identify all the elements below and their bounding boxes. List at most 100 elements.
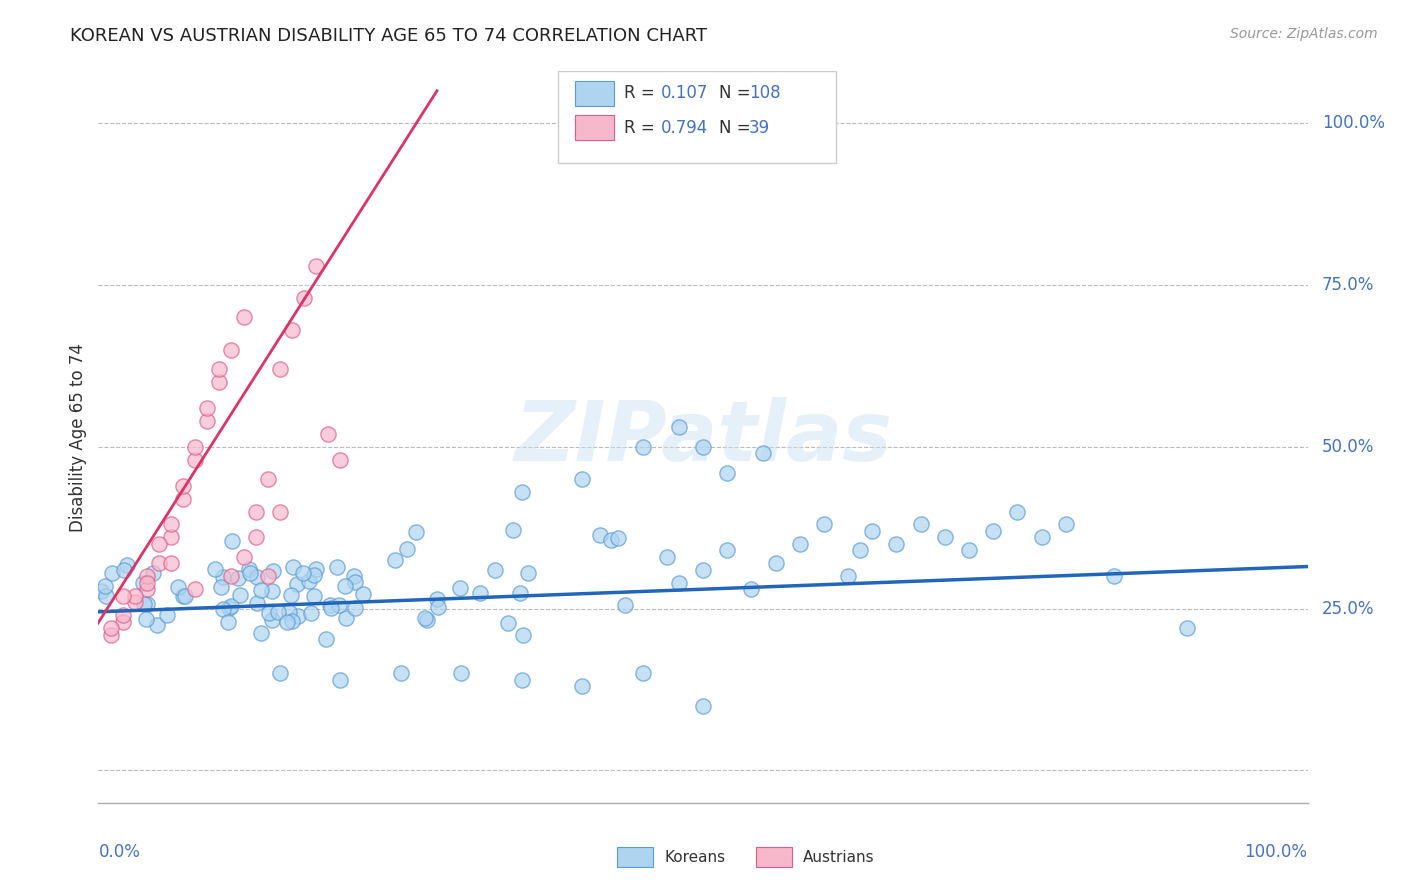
- Point: [343, 600, 366, 615]
- Point: [292, 291, 315, 305]
- FancyBboxPatch shape: [617, 847, 654, 867]
- Point: [740, 582, 762, 597]
- Point: [218, 600, 240, 615]
- Point: [245, 504, 267, 518]
- Point: [115, 558, 138, 572]
- Point: [276, 615, 298, 630]
- Point: [101, 566, 124, 580]
- Point: [232, 310, 254, 325]
- Point: [655, 549, 678, 564]
- Point: [512, 628, 534, 642]
- Point: [285, 576, 308, 591]
- Text: R =: R =: [624, 119, 655, 136]
- Point: [600, 533, 623, 547]
- Point: [94, 579, 117, 593]
- Point: [184, 582, 207, 597]
- Point: [135, 575, 157, 590]
- Point: [132, 597, 155, 611]
- Point: [886, 537, 908, 551]
- Point: [239, 566, 262, 580]
- Point: [335, 611, 357, 625]
- Point: [765, 557, 787, 571]
- Point: [413, 611, 436, 625]
- Point: [160, 557, 183, 571]
- Point: [256, 569, 278, 583]
- Point: [692, 563, 714, 577]
- Point: [208, 375, 231, 389]
- Point: [195, 401, 218, 415]
- Point: [692, 698, 714, 713]
- Text: 0.0%: 0.0%: [98, 843, 141, 861]
- Point: [1175, 621, 1198, 635]
- Point: [315, 632, 337, 647]
- Point: [184, 452, 207, 467]
- Text: 100.0%: 100.0%: [1322, 114, 1385, 132]
- Point: [606, 531, 628, 545]
- Point: [1007, 504, 1029, 518]
- Point: [221, 534, 243, 549]
- Point: [246, 570, 269, 584]
- Point: [156, 608, 179, 623]
- Point: [112, 563, 135, 577]
- Point: [395, 541, 418, 556]
- FancyBboxPatch shape: [575, 80, 613, 106]
- Point: [1054, 517, 1077, 532]
- Point: [209, 581, 232, 595]
- Point: [321, 601, 343, 615]
- Text: R =: R =: [624, 85, 655, 103]
- Point: [302, 589, 325, 603]
- Point: [246, 596, 269, 610]
- Point: [837, 569, 859, 583]
- Point: [111, 589, 134, 603]
- Point: [344, 574, 367, 589]
- Point: [217, 615, 239, 629]
- Point: [221, 569, 243, 583]
- Point: [692, 440, 714, 454]
- Point: [135, 569, 157, 583]
- Point: [517, 566, 540, 581]
- Point: [132, 576, 155, 591]
- Point: [319, 599, 342, 613]
- Text: Austrians: Austrians: [803, 850, 875, 865]
- Point: [269, 666, 291, 681]
- Point: [299, 607, 322, 621]
- Point: [415, 613, 437, 627]
- Point: [184, 440, 207, 454]
- Text: 50.0%: 50.0%: [1322, 438, 1375, 456]
- Point: [136, 597, 159, 611]
- Point: [510, 673, 533, 687]
- Point: [221, 599, 243, 614]
- Point: [135, 582, 157, 597]
- Point: [280, 589, 302, 603]
- Point: [614, 598, 637, 612]
- Point: [212, 602, 235, 616]
- Point: [160, 530, 183, 544]
- Point: [329, 673, 352, 687]
- Point: [124, 595, 146, 609]
- Point: [256, 472, 278, 486]
- Point: [262, 613, 284, 627]
- Text: Source: ZipAtlas.com: Source: ZipAtlas.com: [1230, 27, 1378, 41]
- Point: [343, 569, 366, 583]
- Point: [716, 543, 738, 558]
- Point: [571, 472, 593, 486]
- Point: [94, 589, 117, 603]
- Point: [631, 440, 654, 454]
- Point: [813, 517, 835, 532]
- Point: [716, 466, 738, 480]
- Point: [389, 666, 412, 681]
- Point: [281, 559, 304, 574]
- Point: [449, 581, 471, 595]
- Point: [229, 588, 252, 602]
- Y-axis label: Disability Age 65 to 74: Disability Age 65 to 74: [69, 343, 87, 532]
- Point: [1102, 569, 1125, 583]
- Point: [111, 608, 134, 623]
- Point: [910, 517, 932, 532]
- Point: [135, 612, 157, 626]
- FancyBboxPatch shape: [558, 71, 837, 163]
- Point: [232, 549, 254, 564]
- Text: Koreans: Koreans: [664, 850, 725, 865]
- Text: 25.0%: 25.0%: [1322, 599, 1375, 617]
- Point: [195, 414, 218, 428]
- Point: [148, 537, 170, 551]
